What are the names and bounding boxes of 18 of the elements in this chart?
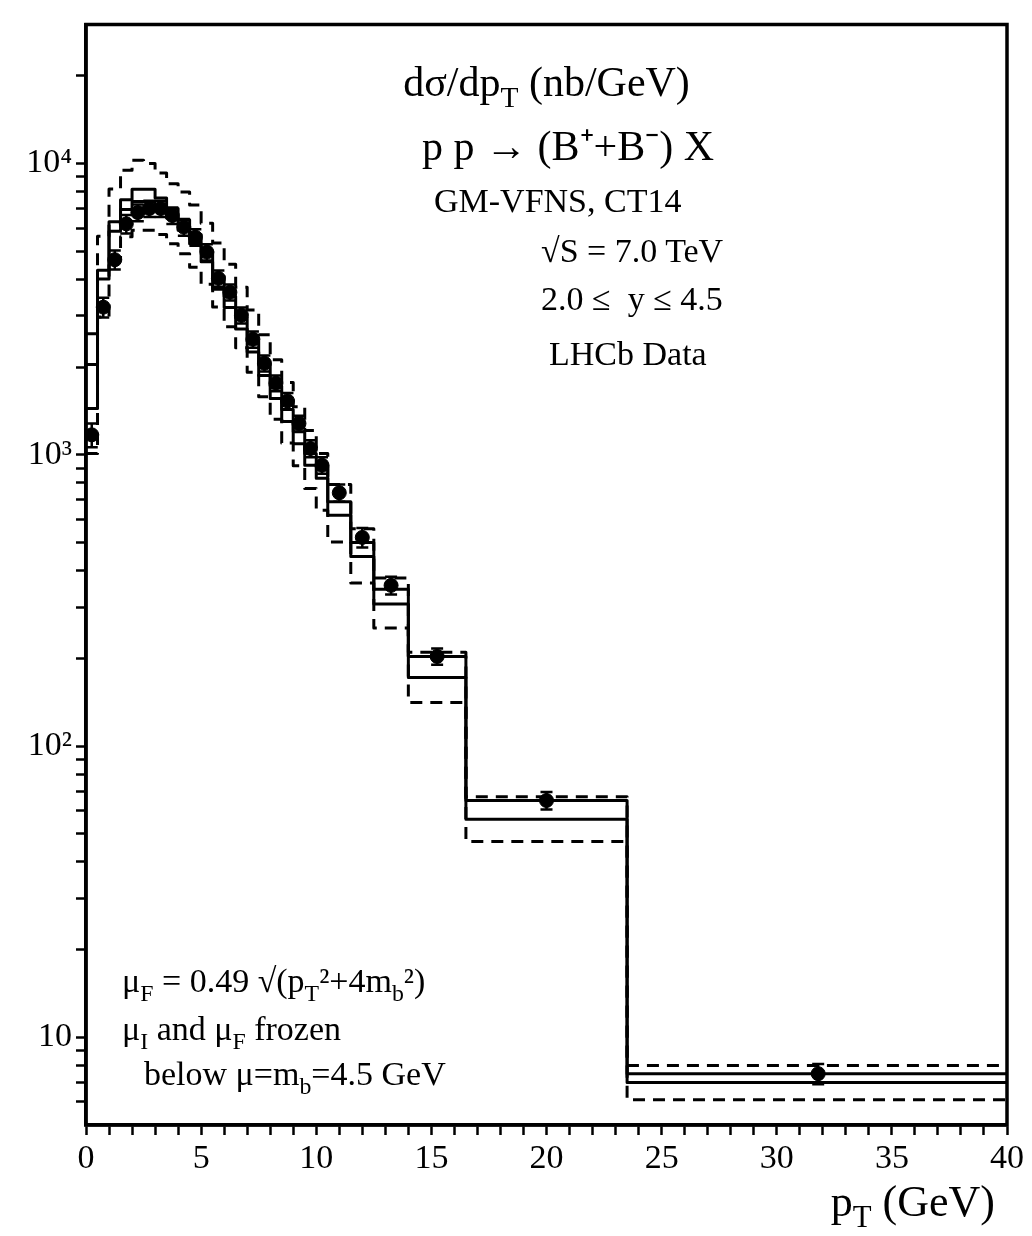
x-tick-label: 15 <box>414 1138 449 1176</box>
x-tick-label: 25 <box>644 1138 679 1176</box>
x-tick-label: 20 <box>529 1138 564 1176</box>
x-tick-label: 10 <box>299 1138 334 1176</box>
x-tick-label: 30 <box>759 1138 794 1176</box>
y-tick-label: 10³ <box>27 433 72 471</box>
annotation: 2.0 ≤ y ≤ 4.5 <box>541 280 723 317</box>
x-tick-label: 0 <box>77 1138 95 1176</box>
x-tick-label: 40 <box>990 1138 1024 1176</box>
y-tick-label: 10² <box>27 724 72 762</box>
annotation: p p → (B⁺+B⁻) X <box>422 123 715 170</box>
annotation: LHCb Data <box>549 335 707 372</box>
annotation: GM-VFNS, CT14 <box>434 182 682 219</box>
x-tick-label: 5 <box>192 1138 210 1176</box>
annotation: √S = 7.0 TeV <box>541 232 724 269</box>
x-tick-label: 35 <box>874 1138 909 1176</box>
y-tick-label: 10 <box>38 1016 72 1054</box>
y-tick-label: 10⁴ <box>26 142 72 180</box>
